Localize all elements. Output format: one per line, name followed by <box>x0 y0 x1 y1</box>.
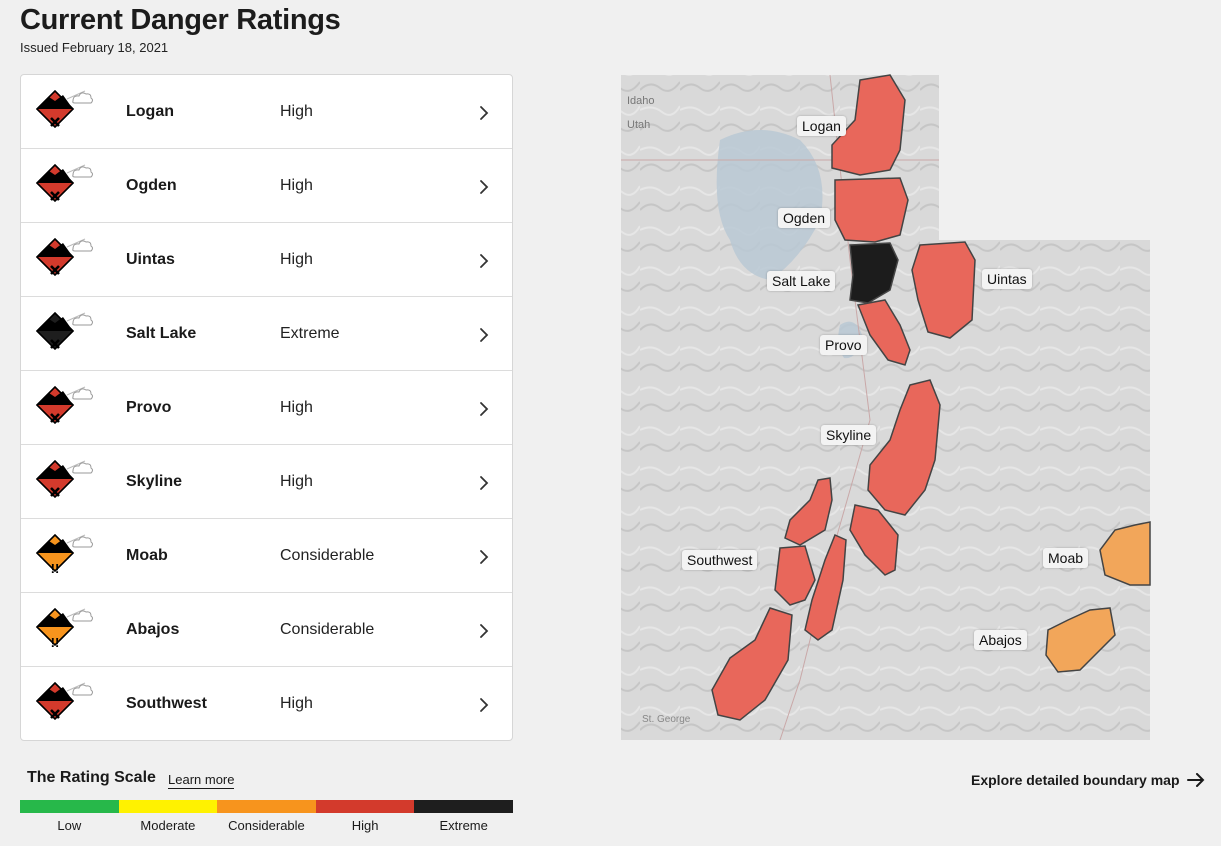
svg-text:!!: !! <box>51 561 60 576</box>
rating-row-logan[interactable]: Logan High <box>21 75 512 149</box>
forecast-zone-map[interactable]: Idaho Utah St. George Logan Ogden Salt L… <box>600 60 1220 760</box>
avalanche-high-icon <box>33 235 95 287</box>
rating-row-uintas[interactable]: Uintas High <box>21 223 512 297</box>
map-label-skyline[interactable]: Skyline <box>821 425 877 445</box>
chevron-right-icon <box>478 548 490 566</box>
chevron-right-icon <box>478 326 490 344</box>
zone-name: Southwest <box>126 695 207 712</box>
avalanche-high-icon <box>33 457 95 509</box>
zone-name: Abajos <box>126 621 180 638</box>
zone-skyline <box>867 379 941 516</box>
avalanche-high-icon <box>33 383 95 435</box>
rating-scale-bar <box>20 800 513 813</box>
zone-danger-rating: High <box>280 251 313 268</box>
ratings-list: Logan High Ogden High Uintas High Salt Lake Ext… <box>20 74 513 741</box>
chevron-right-icon <box>478 104 490 122</box>
map-label-provo[interactable]: Provo <box>820 335 867 355</box>
zone-name: Moab <box>126 547 168 564</box>
scale-label-extreme: Extreme <box>439 818 488 833</box>
utah-map: Idaho Utah St. George <box>621 74 1151 741</box>
zone-danger-rating: High <box>280 177 313 194</box>
zone-ogden <box>834 177 909 243</box>
zone-danger-rating: Considerable <box>280 547 375 564</box>
scale-segment-extreme <box>414 800 513 813</box>
scale-label-low: Low <box>57 818 82 833</box>
page-title: Current Danger Ratings <box>20 4 341 36</box>
rating-row-ogden[interactable]: Ogden High <box>21 149 512 223</box>
scale-label-high: High <box>351 818 379 833</box>
zone-southwest-b <box>849 504 899 576</box>
scale-segment-low <box>20 800 119 813</box>
rating-row-abajos[interactable]: !! Abajos Considerable <box>21 593 512 667</box>
rating-row-provo[interactable]: Provo High <box>21 371 512 445</box>
map-label-moab[interactable]: Moab <box>1043 548 1089 568</box>
rating-scale-title: The Rating Scale <box>27 769 156 786</box>
zone-danger-rating: High <box>280 399 313 416</box>
zone-southwest-c <box>774 545 816 606</box>
explore-boundary-map-link[interactable]: Explore detailed boundary map <box>971 772 1205 788</box>
zone-abajos <box>1045 607 1116 673</box>
avalanche-high-icon <box>33 161 95 213</box>
learn-more-link[interactable]: Learn more <box>168 772 235 789</box>
avalanche-considerable-icon: !! <box>33 605 95 657</box>
zone-danger-rating: High <box>280 473 313 490</box>
zone-danger-rating: High <box>280 103 313 120</box>
zone-name: Logan <box>126 103 174 120</box>
map-label-logan[interactable]: Logan <box>797 116 846 136</box>
arrow-right-icon <box>1186 773 1204 787</box>
avalanche-high-icon <box>33 87 95 139</box>
zone-name: Provo <box>126 399 172 416</box>
chevron-right-icon <box>478 696 490 714</box>
scale-segment-moderate <box>118 800 218 813</box>
chevron-right-icon <box>478 400 490 418</box>
zone-danger-rating: High <box>280 695 313 712</box>
avalanche-high-icon <box>33 679 95 731</box>
rating-row-southwest[interactable]: Southwest High <box>21 667 512 740</box>
map-label-utah: Utah <box>627 119 650 131</box>
zone-name: Skyline <box>126 473 183 490</box>
svg-text:!!: !! <box>51 635 60 650</box>
chevron-right-icon <box>478 178 490 196</box>
zone-provo <box>856 299 911 366</box>
zone-uintas <box>911 241 976 339</box>
avalanche-extreme-icon <box>33 309 95 361</box>
zone-danger-rating: Considerable <box>280 621 375 638</box>
zone-danger-rating: Extreme <box>280 325 340 342</box>
chevron-right-icon <box>478 622 490 640</box>
zone-name: Salt Lake <box>126 325 197 342</box>
rating-row-skyline[interactable]: Skyline High <box>21 445 512 519</box>
chevron-right-icon <box>478 252 490 270</box>
scale-label-considerable: Considerable <box>228 818 305 833</box>
rating-row-moab[interactable]: !! Moab Considerable <box>21 519 512 593</box>
map-label-salt-lake[interactable]: Salt Lake <box>767 271 836 291</box>
avalanche-considerable-icon: !! <box>33 531 95 583</box>
map-label-st-george: St. George <box>642 714 691 725</box>
scale-segment-high <box>315 800 415 813</box>
zone-name: Uintas <box>126 251 175 268</box>
map-label-idaho: Idaho <box>627 95 655 107</box>
map-label-southwest[interactable]: Southwest <box>682 550 758 570</box>
zone-salt-lake <box>849 242 899 304</box>
zone-southwest-a <box>784 477 833 546</box>
zone-name: Ogden <box>126 177 177 194</box>
zone-moab <box>1099 521 1151 586</box>
map-label-ogden[interactable]: Ogden <box>778 208 831 228</box>
issued-date: Issued February 18, 2021 <box>20 40 169 55</box>
map-label-uintas[interactable]: Uintas <box>982 269 1032 289</box>
chevron-right-icon <box>478 474 490 492</box>
great-salt-lake <box>716 130 823 280</box>
scale-label-moderate: Moderate <box>140 818 196 833</box>
zone-southwest-e <box>711 607 793 721</box>
rating-row-salt-lake[interactable]: Salt Lake Extreme <box>21 297 512 371</box>
scale-segment-considerable <box>217 800 316 813</box>
map-label-abajos[interactable]: Abajos <box>974 630 1027 650</box>
rating-scale-labels: Low Moderate Considerable High Extreme <box>20 818 513 833</box>
explore-link-label: Explore detailed boundary map <box>971 772 1180 788</box>
zone-southwest-d <box>804 533 847 641</box>
